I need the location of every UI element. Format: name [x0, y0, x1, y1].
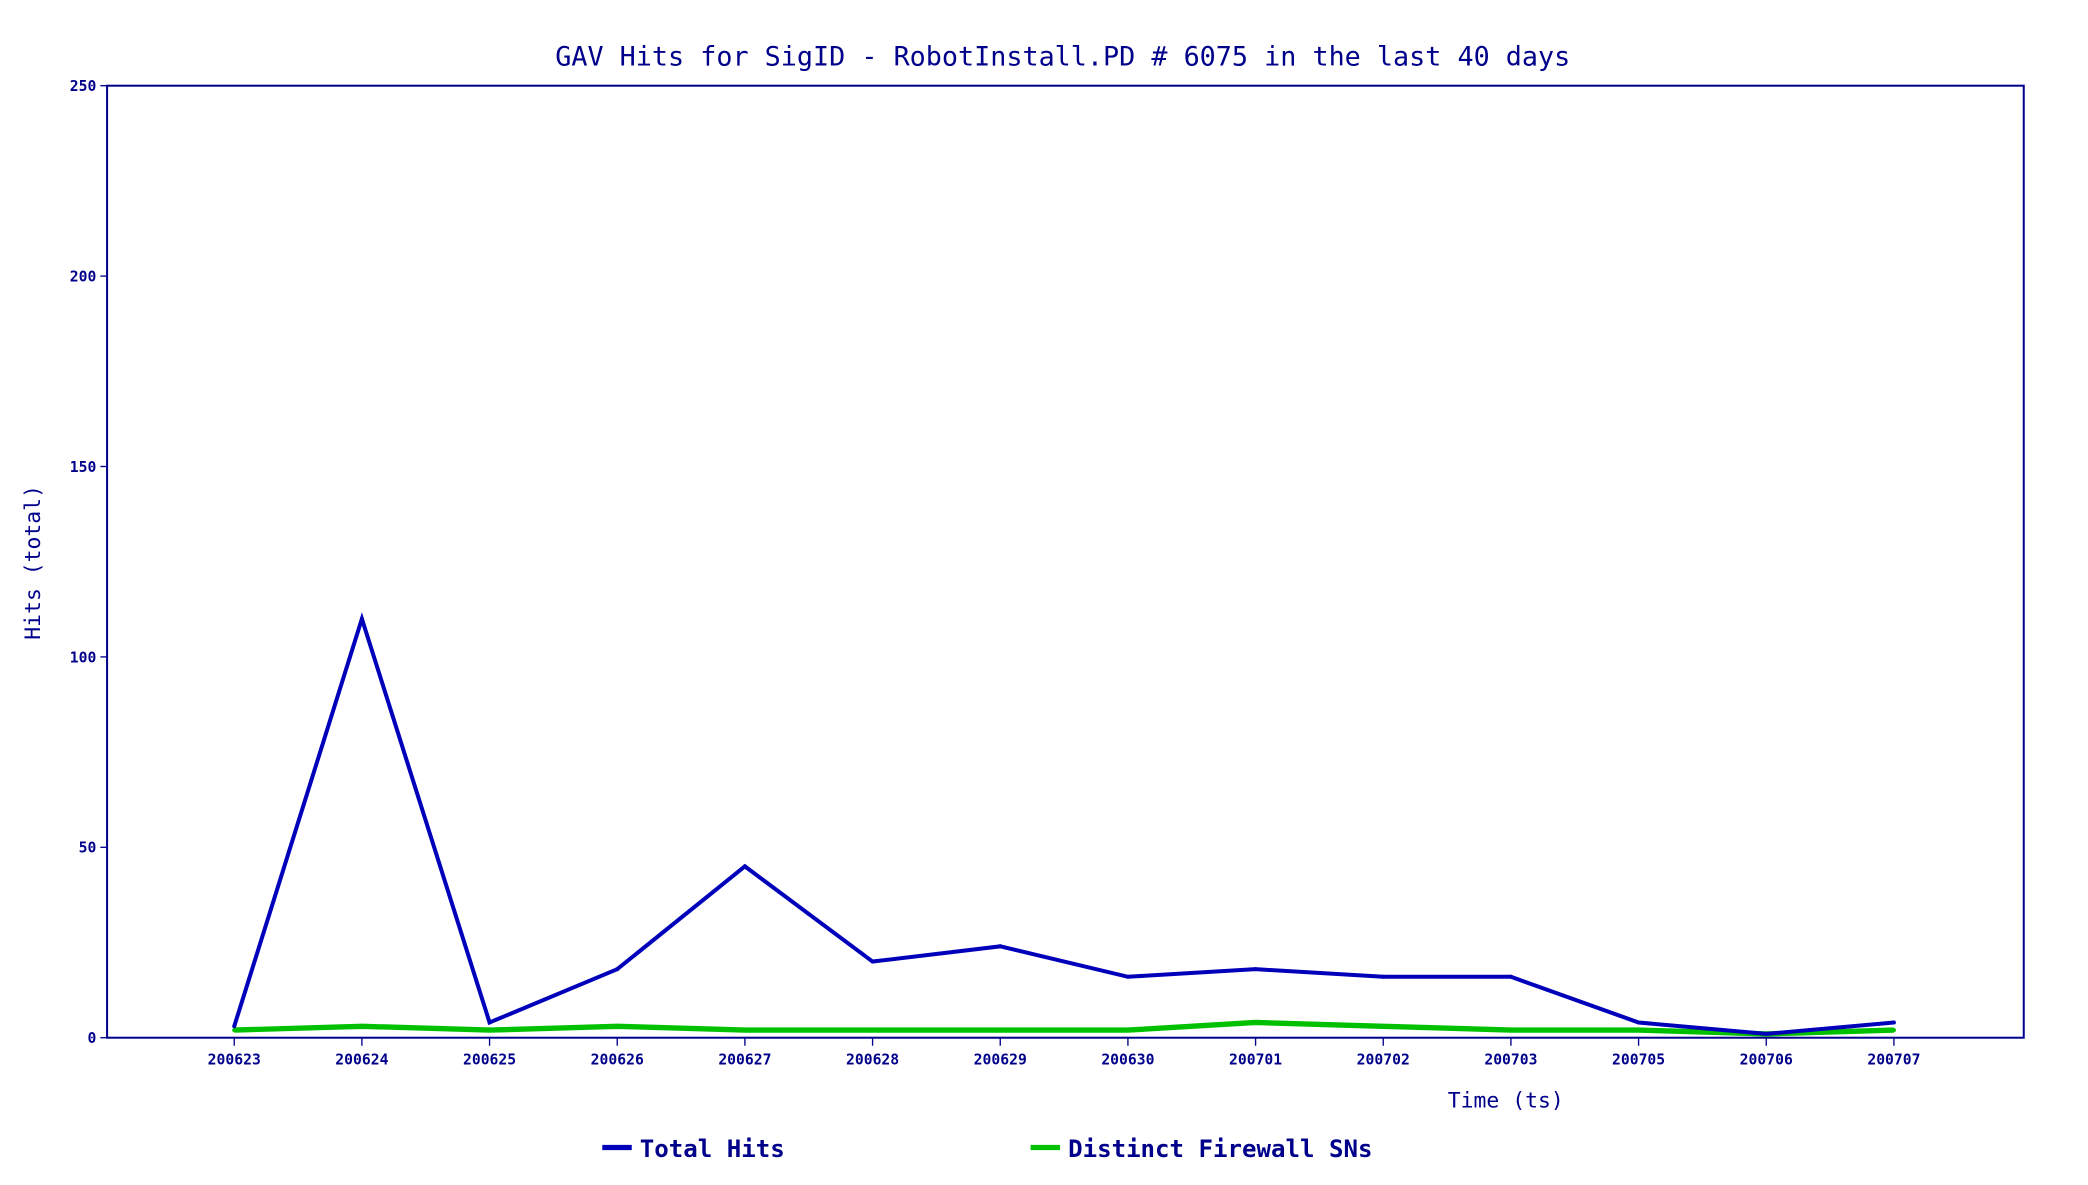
x-tick-label: 200628 [846, 1051, 899, 1068]
x-tick-label: 200703 [1484, 1051, 1537, 1068]
x-tick-label: 200707 [1867, 1051, 1920, 1068]
y-tick-label: 0 [87, 1030, 96, 1047]
data-point [870, 959, 875, 964]
data-point [232, 1024, 237, 1029]
data-point [1381, 1024, 1386, 1029]
data-point [1381, 974, 1386, 979]
data-point [1891, 1020, 1896, 1025]
y-tick-label: 250 [70, 78, 97, 95]
data-point [1253, 1020, 1258, 1025]
chart-title: GAV Hits for SigID - RobotInstall.PD # 6… [555, 42, 1570, 73]
data-point [1253, 967, 1258, 972]
data-point [1508, 974, 1513, 979]
series-line-distinct-firewall-sns [234, 1019, 1895, 1037]
data-point [359, 616, 364, 621]
x-tick-label: 200623 [208, 1051, 261, 1068]
data-point [998, 944, 1003, 949]
x-tick-label: 200701 [1229, 1051, 1282, 1068]
y-axis-label: Hits (total) [21, 485, 46, 640]
legend-label-distinct-sns: Distinct Firewall SNs [1068, 1135, 1372, 1163]
data-point [998, 1028, 1003, 1033]
y-tick-label: 50 [79, 840, 97, 857]
plot-area [106, 84, 2025, 1039]
x-tick-label: 200702 [1357, 1051, 1410, 1068]
x-tick-label: 200706 [1740, 1051, 1793, 1068]
series-line-total-hits [232, 612, 1895, 1036]
y-tick-label: 100 [70, 649, 97, 666]
data-point [1764, 1031, 1769, 1036]
y-tick-label: 200 [70, 268, 97, 285]
data-point [742, 864, 747, 869]
data-point [1891, 1028, 1896, 1033]
data-point [487, 1028, 492, 1033]
x-axis-label: Time (ts) [1448, 1088, 1564, 1113]
x-tick-label: 200625 [463, 1051, 516, 1068]
x-tick-label: 200626 [591, 1051, 644, 1068]
data-point [1636, 1020, 1641, 1025]
x-tick-label: 200630 [1101, 1051, 1154, 1068]
x-tick-label: 200629 [974, 1051, 1027, 1068]
legend: Total Hits Distinct Firewall SNs [602, 1135, 1372, 1163]
data-point [1636, 1028, 1641, 1033]
data-point [1508, 1028, 1513, 1033]
data-point [1125, 974, 1130, 979]
x-tick-label: 200624 [335, 1051, 388, 1068]
data-point [1125, 1028, 1130, 1033]
legend-label-total-hits: Total Hits [640, 1135, 785, 1163]
data-point [742, 1028, 747, 1033]
y-tick-label: 150 [70, 459, 97, 476]
data-point [232, 1028, 237, 1033]
data-point [615, 1024, 620, 1029]
data-point [487, 1020, 492, 1025]
data-point [870, 1028, 875, 1033]
x-tick-label: 200627 [718, 1051, 771, 1068]
x-tick-label: 200705 [1612, 1051, 1665, 1068]
data-point [359, 1024, 364, 1029]
data-point [615, 967, 620, 972]
